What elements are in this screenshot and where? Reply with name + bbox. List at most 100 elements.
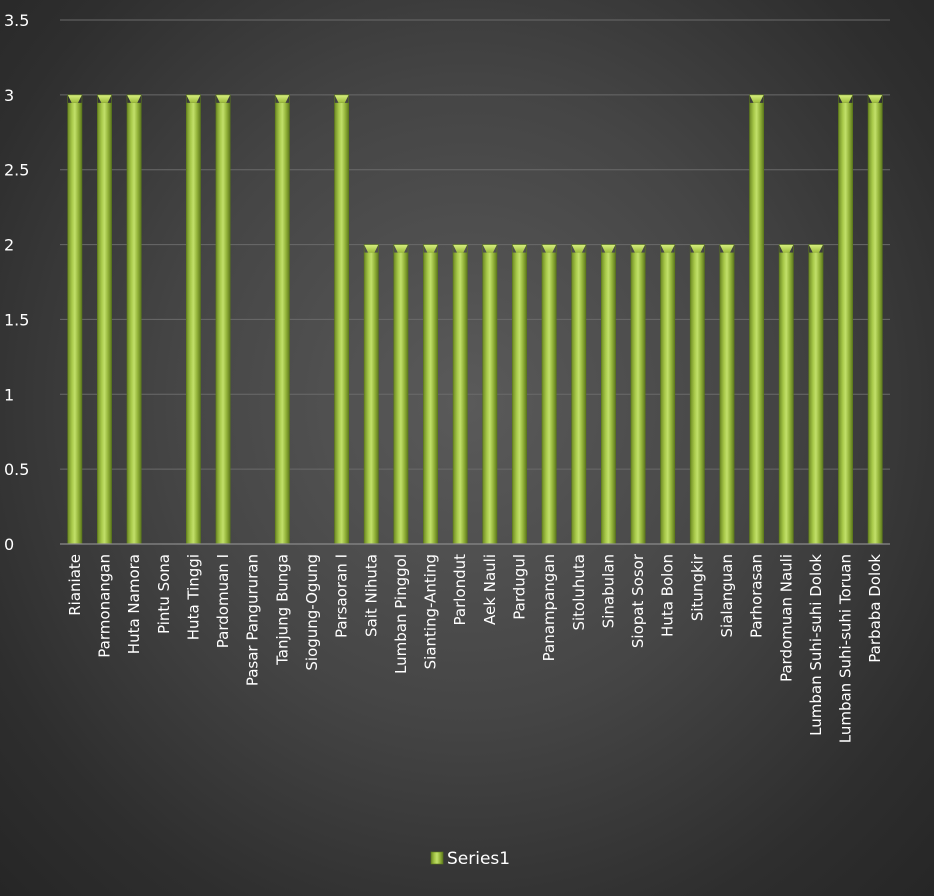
bar (749, 94, 765, 545)
x-tick-label: Sialanguan (718, 554, 736, 637)
bar-body (97, 102, 112, 544)
bar-body (838, 102, 853, 544)
bar (363, 244, 379, 545)
x-axis: Rianiate Parmonangan Huta Namora Pintu Sona… (60, 543, 890, 743)
bar (719, 244, 735, 545)
bar (867, 94, 883, 545)
x-tick-label: Pardomuan I (214, 554, 232, 648)
x-tick-label: Sinabulan (599, 554, 617, 628)
x-tick-label: Siopat Sosor (629, 553, 647, 648)
bar-cap (779, 244, 794, 253)
bar-body (660, 252, 675, 545)
bar-body (779, 252, 794, 545)
x-tick-label: Parsaoran I (333, 554, 351, 638)
bar-body (749, 102, 764, 544)
bar (512, 244, 527, 545)
bar-body (275, 102, 290, 544)
bar (660, 244, 676, 545)
bar-cap (126, 94, 142, 103)
x-tick-label: Pasar Pangururan (244, 554, 262, 686)
bar-body (334, 102, 349, 544)
bar-body (126, 102, 142, 544)
bar-cap (838, 94, 853, 103)
y-tick-label: 1 (4, 385, 14, 404)
bar-body (630, 252, 646, 545)
bar (838, 94, 853, 545)
y-tick-label: 2.5 (4, 161, 29, 180)
bar (185, 94, 201, 545)
bar-cap (630, 244, 646, 253)
legend-label: Series1 (447, 849, 510, 869)
bar-cap (67, 94, 82, 103)
bar-cap (393, 244, 409, 253)
bar-cap (97, 94, 112, 103)
x-tick-label: Huta Bolon (659, 554, 677, 637)
bar-body (808, 252, 824, 545)
bar (274, 94, 290, 545)
bar-cap (453, 244, 468, 253)
x-tick-label: Situngkir (688, 553, 706, 621)
y-tick-label: 3 (4, 86, 14, 105)
y-tick-label: 0 (4, 535, 14, 554)
bar-body (423, 252, 438, 545)
bar (67, 94, 83, 545)
bar-body (719, 252, 735, 545)
bar-body (482, 252, 497, 545)
bar-cap (690, 244, 705, 253)
bar (452, 244, 468, 545)
bar (689, 244, 705, 545)
legend-swatch (430, 851, 444, 865)
bar (334, 94, 350, 545)
bar-cap (275, 94, 290, 103)
bar (423, 244, 438, 545)
x-tick-label: Pintu Sona (155, 554, 173, 634)
bar-body (868, 102, 883, 544)
x-tick-label: Huta Tinggi (184, 554, 202, 640)
legend: Series1 (430, 849, 510, 869)
bar-cap (868, 94, 883, 103)
y-tick-label: 0.5 (4, 460, 29, 479)
bar (571, 244, 587, 545)
x-tick-label: Lumban Suhi-suhi Toruan (837, 554, 855, 743)
y-tick-label: 2 (4, 236, 14, 255)
x-tick-label: Parhorasan (748, 554, 766, 638)
bar (630, 244, 646, 545)
x-tick-label: Parbaba Dolok (866, 554, 884, 663)
bar-cap (334, 94, 349, 103)
bar-body (215, 102, 231, 544)
bar (808, 244, 824, 545)
bars (67, 94, 883, 545)
bar (778, 244, 794, 545)
bar (215, 94, 231, 545)
bar-body (393, 252, 409, 545)
bar-cap (571, 244, 586, 253)
x-tick-label: Panampangan (540, 554, 558, 661)
bar-cap (808, 244, 824, 253)
bar-cap (601, 244, 616, 253)
x-tick-label: Lumban Pinggol (392, 554, 410, 674)
x-tick-label: Parmonangan (95, 554, 113, 658)
bar (393, 244, 409, 545)
bar-cap (423, 244, 438, 253)
x-tick-label: Huta Namora (125, 554, 143, 654)
x-tick-label: Sitoluhuta (570, 554, 588, 631)
bar-body (512, 252, 527, 545)
bar-cap (660, 244, 675, 253)
bar-body (571, 252, 586, 545)
bar-cap (186, 94, 201, 103)
x-tick-label: Sianting-Anting (422, 554, 440, 669)
bar-cap (749, 94, 764, 103)
x-tick-label: Parlondut (451, 554, 469, 626)
bar-cap (512, 244, 527, 253)
gridlines (60, 19, 890, 470)
bar-body (601, 252, 616, 545)
x-tick-label: Pardomuan Nauli (777, 554, 795, 682)
x-tick-label: Lumban Suhi-suhi Dolok (807, 554, 825, 736)
bar-body (67, 102, 82, 544)
bar-cap (541, 244, 557, 253)
bar-cap (719, 244, 735, 253)
bar-cap (215, 94, 231, 103)
y-axis: 0 0.5 1 1.5 2 2.5 3 3.5 (4, 11, 29, 554)
bar-body (364, 252, 379, 545)
